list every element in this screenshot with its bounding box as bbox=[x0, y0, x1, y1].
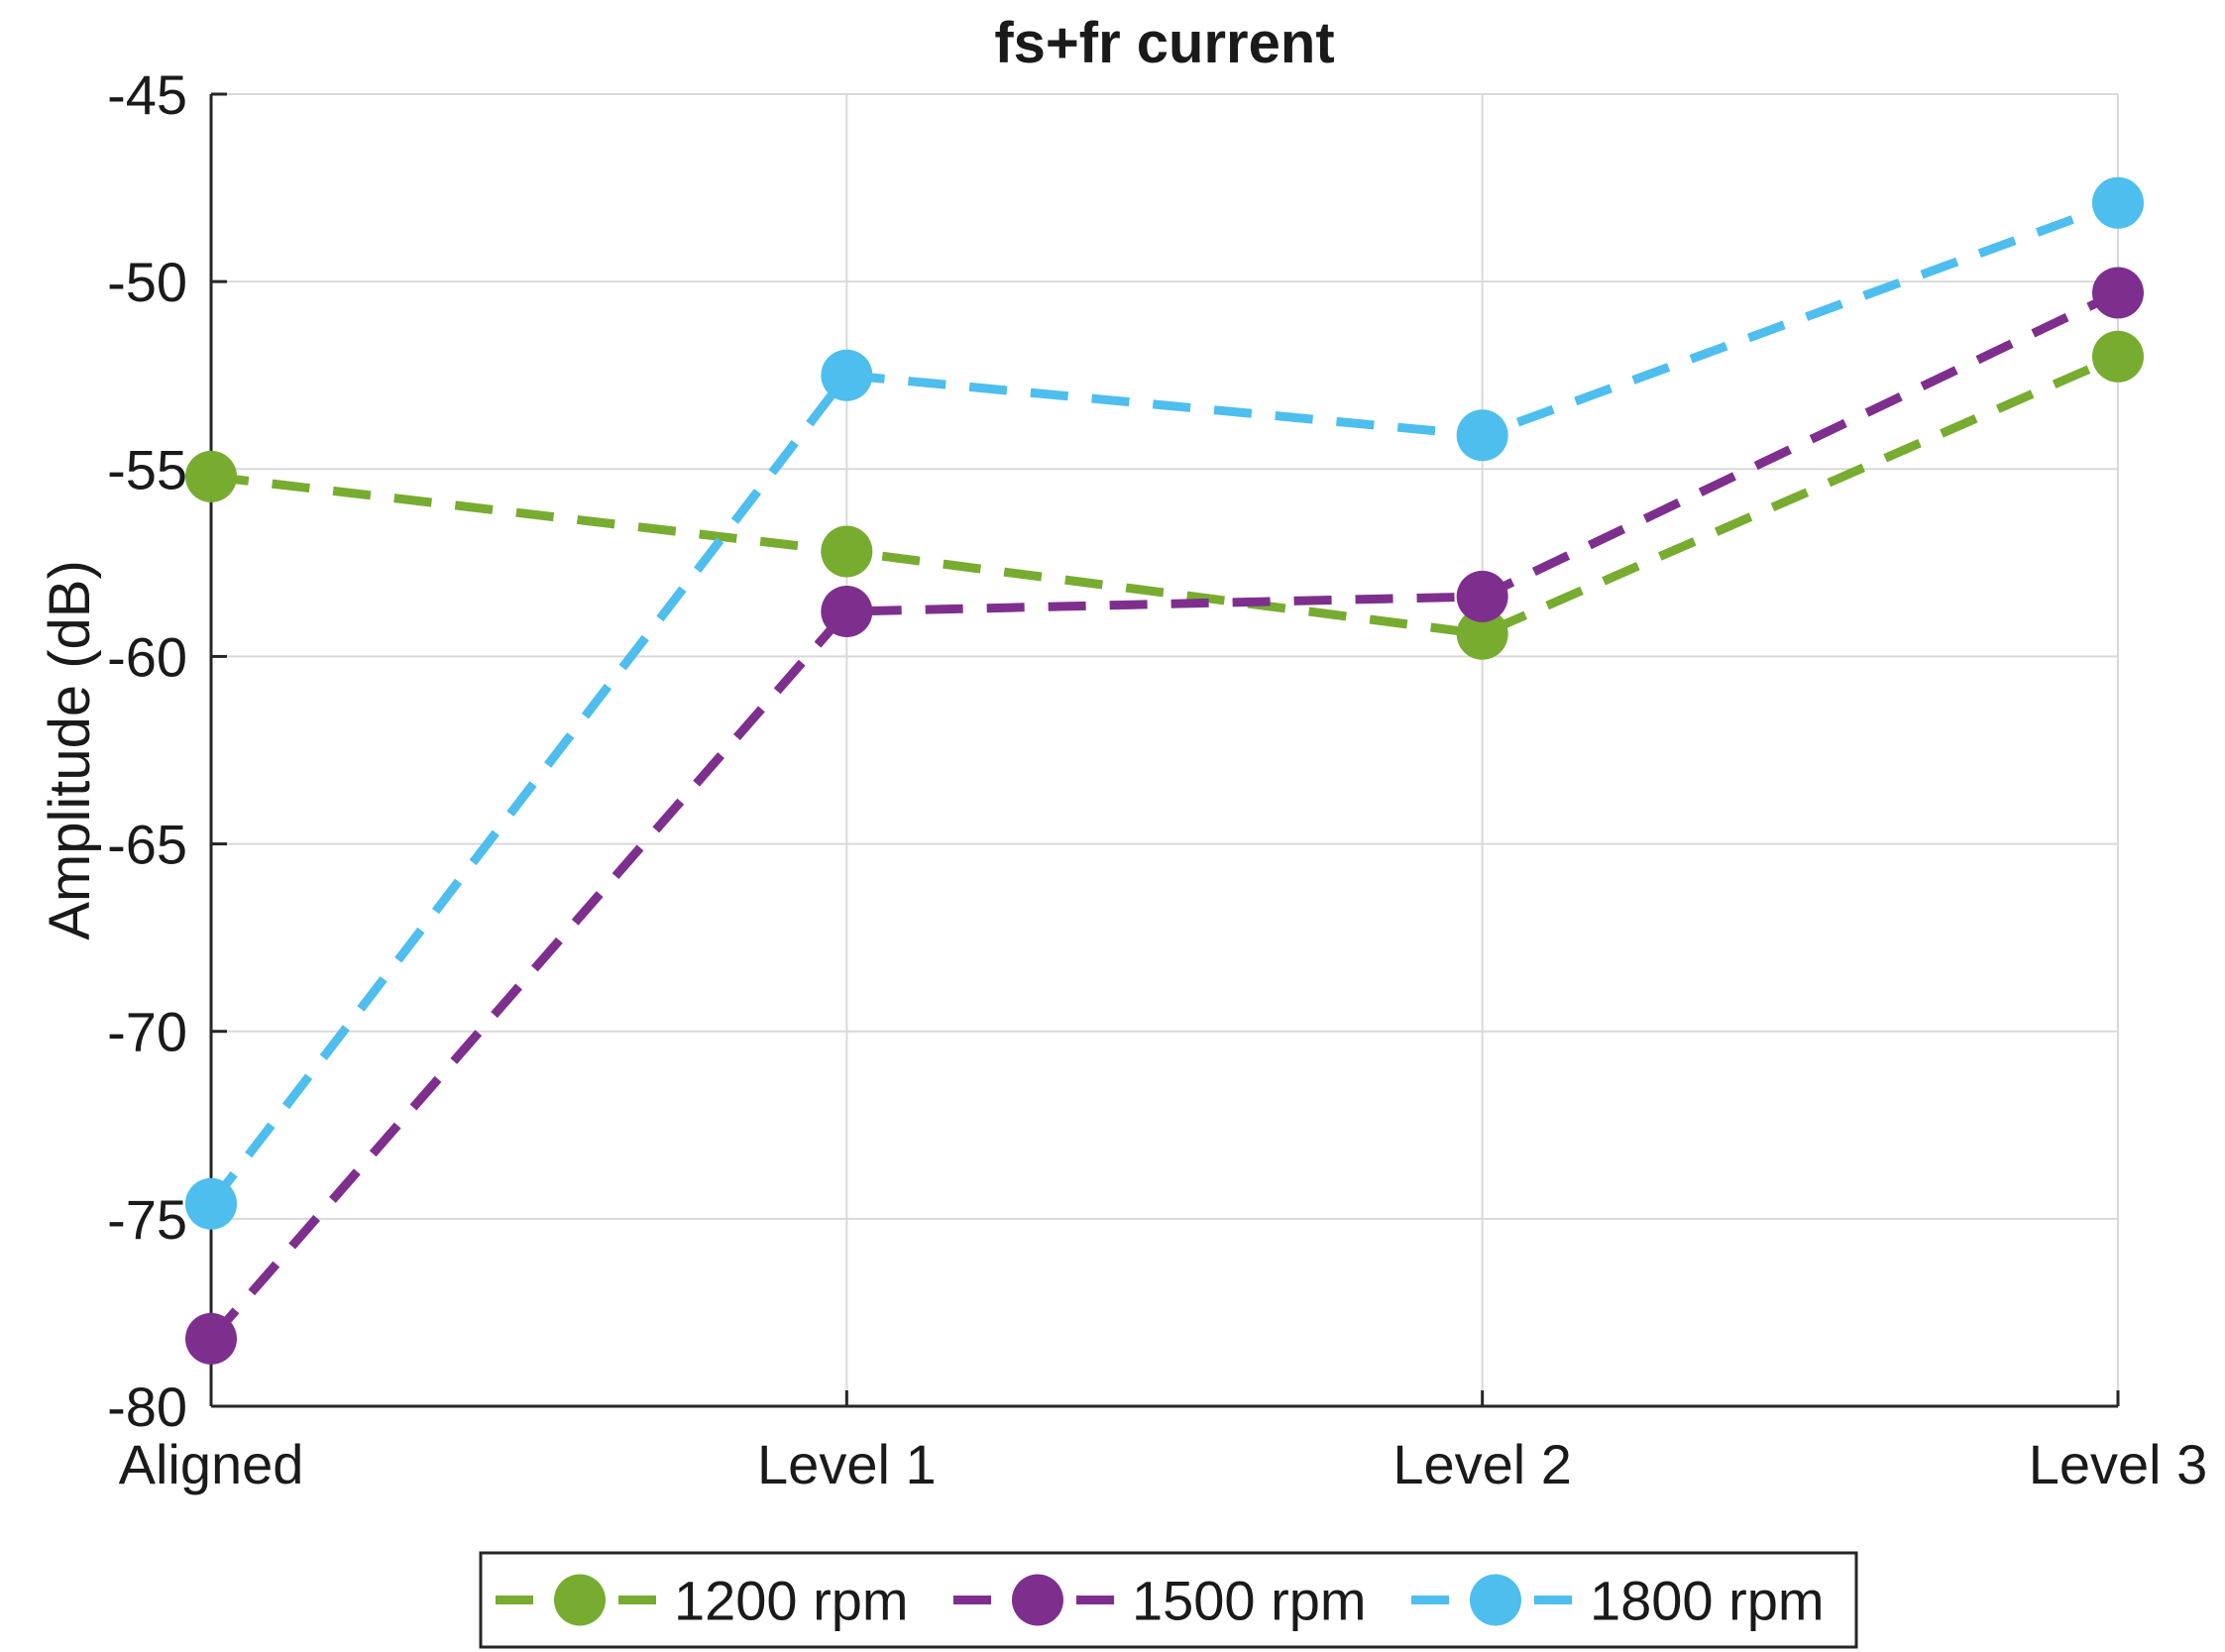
series-0 bbox=[185, 330, 2144, 660]
y-tick-label-2: -55 bbox=[107, 438, 187, 500]
data-point-0-1 bbox=[821, 525, 873, 578]
legend-label-0: 1200 rpm bbox=[674, 1570, 909, 1632]
axes bbox=[209, 94, 2118, 1408]
x-tick-label-2: Level 2 bbox=[1392, 1433, 1572, 1495]
y-tick-label-7: -80 bbox=[107, 1376, 187, 1438]
x-axis-ticks: Aligned Level 1 Level 2 Level 3 bbox=[119, 1390, 2208, 1495]
data-point-2-2 bbox=[1456, 409, 1508, 462]
data-point-0-2 bbox=[1456, 607, 1508, 660]
x-tick-label-1: Level 1 bbox=[757, 1433, 937, 1495]
legend-item-2: 1800 rpm bbox=[1411, 1570, 1825, 1632]
series-line-1 bbox=[207, 288, 2120, 1342]
data-point-2-1 bbox=[821, 349, 873, 401]
legend-item-0: 1200 rpm bbox=[496, 1570, 909, 1632]
legend-item-1: 1500 rpm bbox=[953, 1570, 1367, 1632]
series-layer bbox=[185, 176, 2144, 1365]
data-point-1-2 bbox=[1456, 570, 1508, 622]
legend: 1200 rpm 1500 rpm 1800 rpm bbox=[479, 1551, 1858, 1649]
legend-marker-0 bbox=[554, 1574, 606, 1626]
data-point-1-1 bbox=[821, 586, 873, 638]
series-line-2 bbox=[207, 198, 2120, 1207]
y-axis-label: Amplitude (dB) bbox=[38, 560, 102, 940]
data-point-0-0 bbox=[185, 450, 237, 502]
y-tick-label-1: -50 bbox=[107, 251, 187, 313]
x-tick-label-0: Aligned bbox=[119, 1433, 304, 1495]
y-tick-label-0: -45 bbox=[107, 63, 187, 126]
series-2 bbox=[185, 176, 2144, 1230]
y-tick-label-6: -75 bbox=[107, 1188, 187, 1251]
chart-title: fs+fr current bbox=[994, 11, 1334, 75]
legend-box bbox=[479, 1551, 1858, 1649]
legend-marker-2 bbox=[1470, 1574, 1521, 1626]
legend-marker-1 bbox=[1012, 1574, 1063, 1626]
x-tick-label-3: Level 3 bbox=[2029, 1433, 2208, 1495]
legend-label-1: 1500 rpm bbox=[1132, 1570, 1367, 1632]
data-point-1-3 bbox=[2092, 267, 2144, 319]
y-axis-ticks: -45 -50 -55 -60 -65 -70 -75 -80 bbox=[107, 63, 227, 1438]
data-point-1-0 bbox=[185, 1312, 237, 1365]
data-point-2-0 bbox=[185, 1177, 237, 1230]
y-tick-label-5: -70 bbox=[107, 1001, 187, 1063]
series-1 bbox=[185, 267, 2144, 1365]
data-point-2-3 bbox=[2092, 176, 2144, 229]
grid-lines bbox=[210, 93, 2119, 1407]
legend-label-2: 1800 rpm bbox=[1590, 1570, 1825, 1632]
data-point-0-3 bbox=[2092, 330, 2144, 383]
series-line-0 bbox=[210, 352, 2120, 639]
y-tick-label-3: -60 bbox=[107, 625, 187, 688]
y-tick-label-4: -65 bbox=[107, 814, 187, 876]
